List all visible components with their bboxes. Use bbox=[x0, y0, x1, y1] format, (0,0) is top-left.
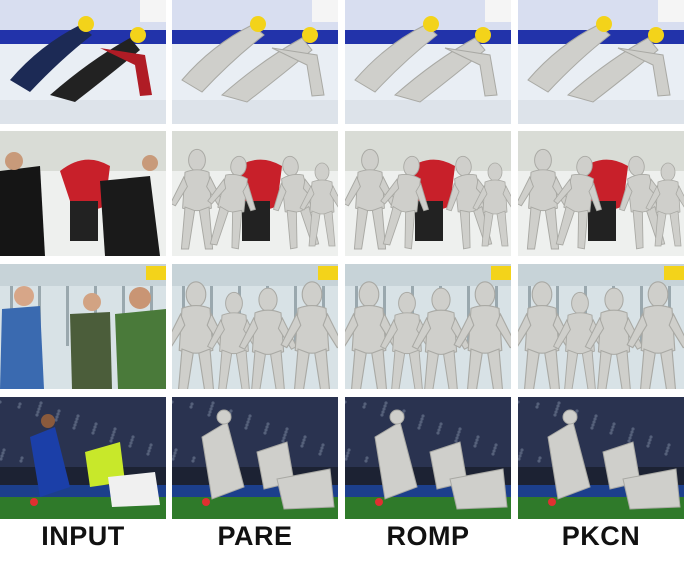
image-tram-passengers-input bbox=[0, 264, 166, 389]
image-speed-skating-pare bbox=[172, 0, 338, 124]
image-speed-skating-input bbox=[0, 0, 166, 124]
image-tram-passengers-romp bbox=[345, 264, 511, 389]
image-speed-skating-romp bbox=[345, 0, 511, 124]
image-film-crew-pkcn bbox=[518, 131, 684, 256]
column-label-input: INPUT bbox=[41, 521, 125, 551]
image-film-crew-pare bbox=[172, 131, 338, 256]
image-speed-skating-pkcn bbox=[518, 0, 684, 124]
image-film-crew-romp bbox=[345, 131, 511, 256]
image-tram-passengers-pkcn bbox=[518, 264, 684, 389]
image-football-match-romp bbox=[345, 397, 511, 519]
image-film-crew-input bbox=[0, 131, 166, 256]
column-label-pare: PARE bbox=[217, 521, 293, 551]
image-football-match-input bbox=[0, 397, 166, 519]
image-football-match-pkcn bbox=[518, 397, 684, 519]
image-tram-passengers-pare bbox=[172, 264, 338, 389]
image-football-match-pare bbox=[172, 397, 338, 519]
column-label-pkcn: PKCN bbox=[561, 521, 641, 551]
column-label-romp: ROMP bbox=[386, 521, 470, 551]
